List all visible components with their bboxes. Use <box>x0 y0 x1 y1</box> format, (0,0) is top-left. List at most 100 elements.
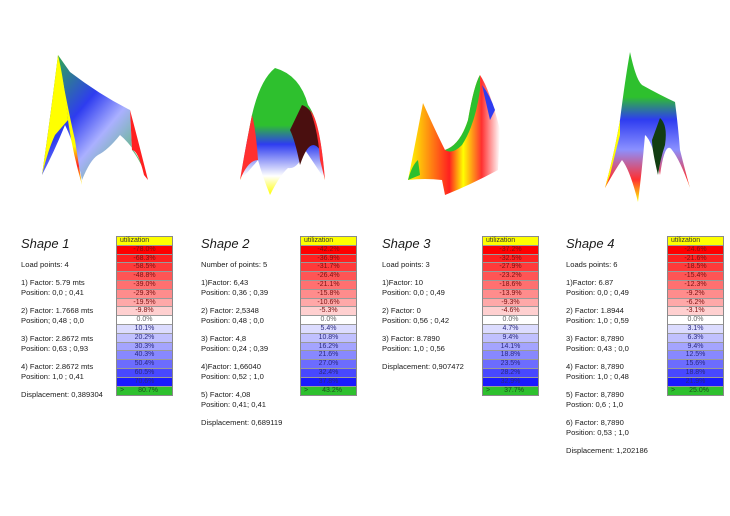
legend-header: utilization <box>483 237 538 246</box>
legend-row: -29.3% <box>117 289 172 299</box>
shape-info: Number of points: 5 1)Factor: 6,43 Posit… <box>201 260 282 428</box>
shape-4-render <box>605 52 690 202</box>
legend-row: -78.0% <box>117 245 172 255</box>
legend-row: 0.0% <box>668 316 723 325</box>
point-position: Position: 0,48 ; 0,0 <box>201 316 264 325</box>
legend-row: -15.8% <box>301 289 356 299</box>
legend-row: 32.4% <box>301 368 356 378</box>
legend-row: -18.6% <box>483 280 538 290</box>
legend-row: -26.4% <box>301 272 356 281</box>
legend-row: 5.4% <box>301 324 356 334</box>
point-position: Position: 1,0 ; 0,59 <box>566 316 629 325</box>
load-points-count: Loads points: 6 <box>566 260 618 269</box>
point-factor: 2) Factor: 1.7668 mts <box>21 306 94 315</box>
legend-row: -21.1% <box>301 280 356 290</box>
legend-row: 21.6% <box>301 351 356 361</box>
legend-max-row: >80.7% <box>117 386 172 396</box>
point-factor: 6) Factor: 8,7890 <box>566 418 624 427</box>
shape-title: Shape 4 <box>566 236 615 251</box>
legend-row: -18.5% <box>668 263 723 273</box>
displacement: Displacement: 0,689119 <box>201 418 283 427</box>
legend-row: 0.0% <box>301 316 356 325</box>
legend-row: 0.0% <box>483 316 538 325</box>
legend-row: 37.8% <box>301 377 356 387</box>
legend-row: 10.1% <box>117 324 172 334</box>
point-factor: 3) Factor: 4,8 <box>201 334 247 343</box>
legend-row: -31.7% <box>301 263 356 273</box>
legend-row: 14.1% <box>483 342 538 352</box>
point-factor: 4) Factor: 8,7890 <box>566 362 624 371</box>
shape-info: Load points: 4 1) Factor: 5.79 mts Posit… <box>21 260 103 400</box>
point-position: Position: 0,63 ; 0,93 <box>21 344 89 353</box>
legend-row: 50.4% <box>117 360 172 369</box>
point-position: Postion: 0,6 ; 1,0 <box>566 400 623 409</box>
point-factor: 2) Factor: 2,5348 <box>201 306 259 315</box>
legend-header: utilization <box>668 237 723 246</box>
shape-title: Shape 1 <box>21 236 70 251</box>
load-points-count: Number of points: 5 <box>201 260 268 269</box>
legend-header: utilization <box>301 237 356 246</box>
legend-row: 3.1% <box>668 324 723 334</box>
load-points-count: Load points: 4 <box>21 260 69 269</box>
legend-row: -68.3% <box>117 254 172 264</box>
legend-max-row: >43.2% <box>301 386 356 396</box>
legend-row: 9.4% <box>483 333 538 343</box>
point-factor: 1)Factor: 10 <box>382 278 423 287</box>
legend-row: 21.9% <box>668 377 723 387</box>
legend-max-row: >25.0% <box>668 386 723 396</box>
legend-row: 12.5% <box>668 351 723 361</box>
legend-row: -9.2% <box>668 289 723 299</box>
legend-row: 20.2% <box>117 333 172 343</box>
legend-row: -9.3% <box>483 298 538 308</box>
point-position: Position: 1,0 ; 0,56 <box>382 344 445 353</box>
shape-3-render <box>408 75 500 195</box>
shape-title: Shape 2 <box>201 236 250 251</box>
point-factor: 1)Factor: 6.87 <box>566 278 614 287</box>
legend-row: 30.3% <box>117 342 172 352</box>
legend-row: 27.0% <box>301 360 356 369</box>
point-factor: 4)Factor: 1,66040 <box>201 362 261 371</box>
point-position: Position: 0,0 ; 0,41 <box>21 288 84 297</box>
point-position: Position; 0,48 ; 0,0 <box>21 316 84 325</box>
point-position: Position: 0,53 ; 1,0 <box>566 428 629 437</box>
legend-row: -24.6% <box>668 245 723 255</box>
legend-row: 28.2% <box>483 368 538 378</box>
legend-row: -58.5% <box>117 263 172 273</box>
legend-header: utilization <box>117 237 172 246</box>
utilization-legend: utilization -24.6% -21.6% -18.5% -15.4% -12.3… <box>667 236 724 397</box>
legend-row: -42.2% <box>301 245 356 255</box>
legend-row: -48.8% <box>117 272 172 281</box>
point-factor: 3) Factor: 2.8672 mts <box>21 334 94 343</box>
legend-row: -4.6% <box>483 307 538 317</box>
legend-row: 9.4% <box>668 342 723 352</box>
shape-info: Loads points: 6 1)Factor: 6.87 Position:… <box>566 260 648 456</box>
legend-row: 10.8% <box>301 333 356 343</box>
displacement: Displacement: 0,907472 <box>382 362 464 371</box>
point-position: Position: 0,36 ; 0,39 <box>201 288 269 297</box>
point-position: Position: 0,41; 0,41 <box>201 400 267 409</box>
legend-row: 60.5% <box>117 368 172 378</box>
legend-row: -23.2% <box>483 272 538 281</box>
utilization-legend: utilization -37.2% -32.5% -27.9% -23.2% -18.6… <box>482 236 539 397</box>
legend-row: -19.5% <box>117 298 172 308</box>
legend-row: 0.0% <box>117 316 172 325</box>
shape-2-render <box>240 68 325 195</box>
legend-max-row: >37.7% <box>483 386 538 396</box>
point-factor: 2) Factor: 1.8944 <box>566 306 624 315</box>
shape-title: Shape 3 <box>382 236 431 251</box>
point-position: Position: 1,0 ; 0,41 <box>21 372 84 381</box>
shape-1-render <box>42 55 148 185</box>
legend-row: 18.8% <box>668 368 723 378</box>
legend-row: -36.9% <box>301 254 356 264</box>
point-position: Position: 0,0 ; 0,49 <box>382 288 445 297</box>
legend-row: -12.3% <box>668 280 723 290</box>
shape-info: Load points: 3 1)Factor: 10 Position: 0,… <box>382 260 464 372</box>
legend-row: -3.1% <box>668 307 723 317</box>
point-position: Position: 0,24 ; 0,39 <box>201 344 269 353</box>
legend-row: -5.3% <box>301 307 356 317</box>
utilization-legend: utilization -78.0% -68.3% -58.5% -48.8% -39.0… <box>116 236 173 397</box>
legend-row: -10.6% <box>301 298 356 308</box>
point-factor: 1)Factor: 6,43 <box>201 278 249 287</box>
legend-row: 40.3% <box>117 351 172 361</box>
legend-row: -6.2% <box>668 298 723 308</box>
